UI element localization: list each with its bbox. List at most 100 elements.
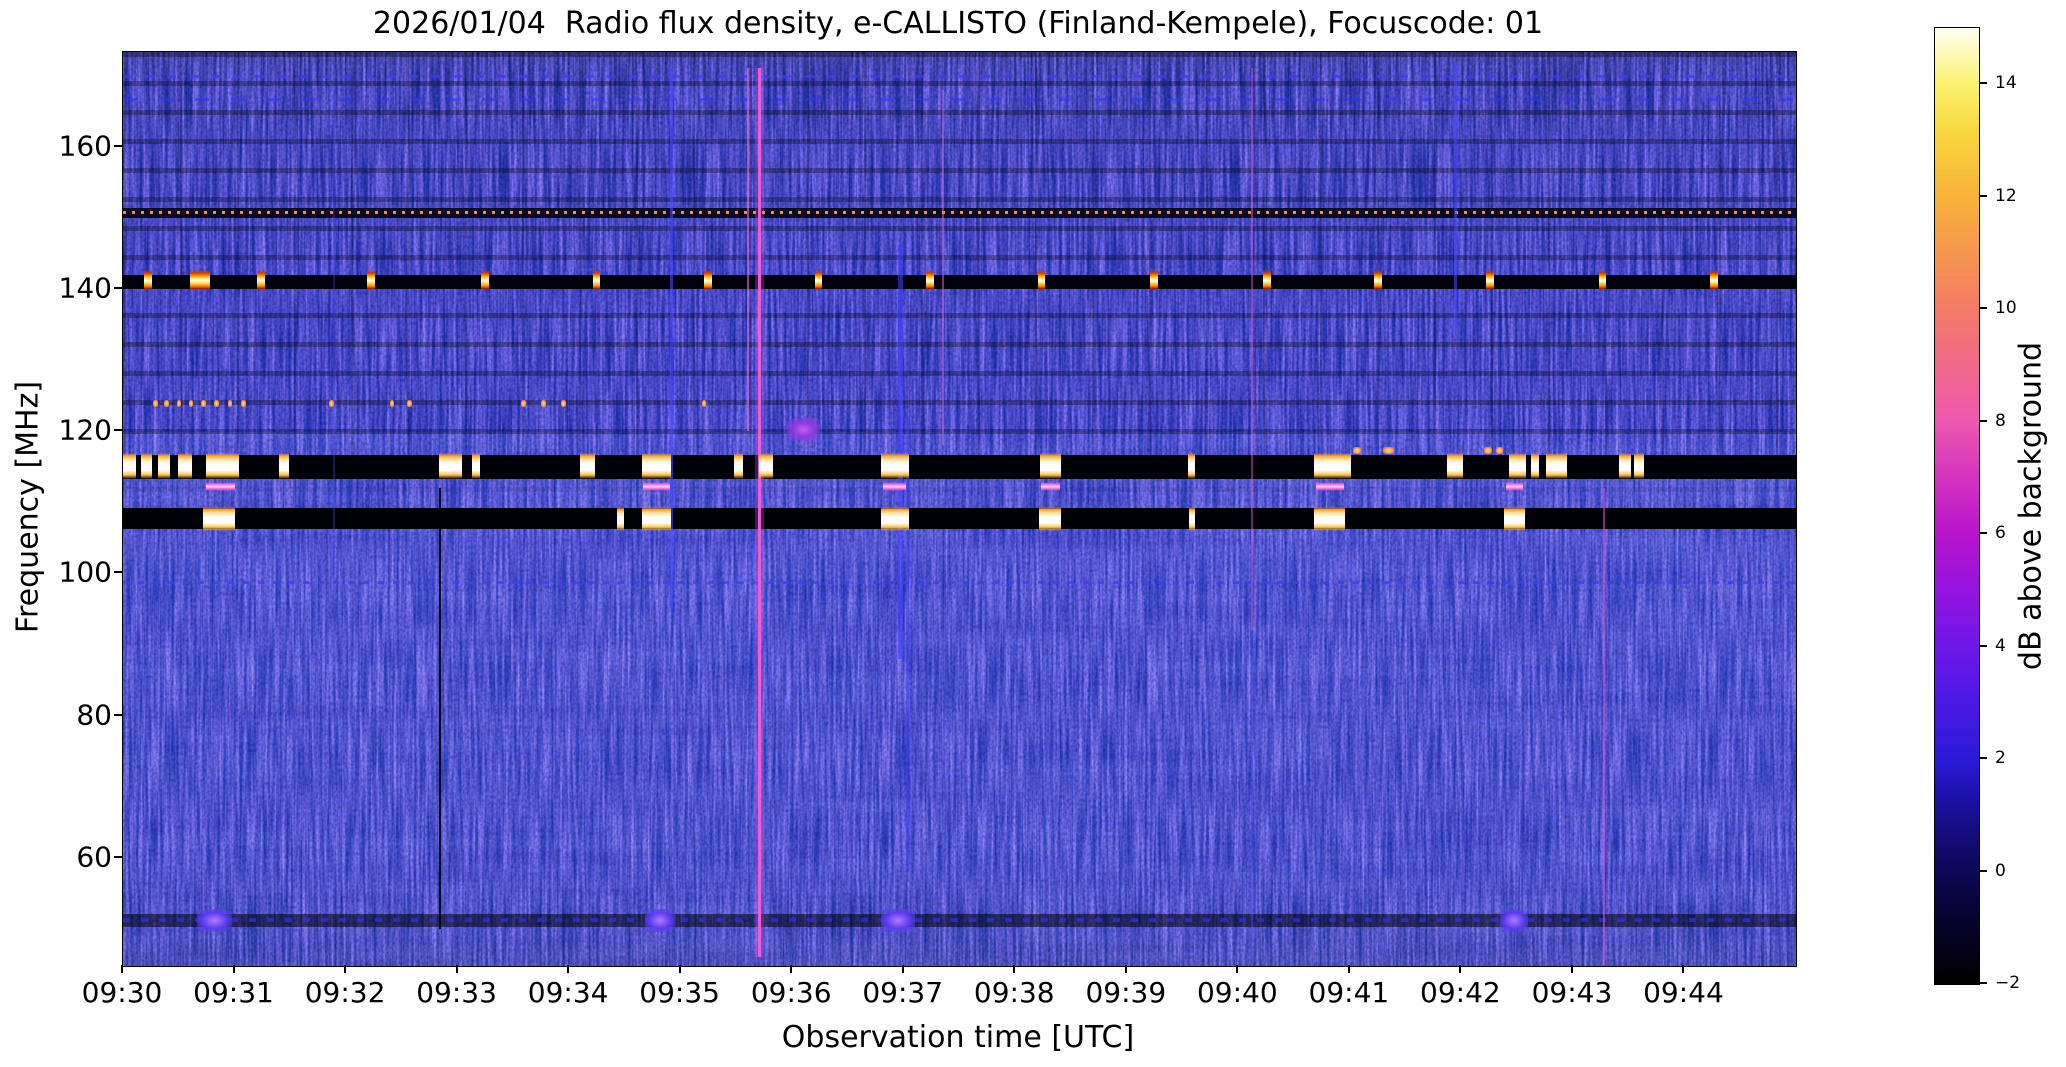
x-tick-mark — [567, 965, 570, 973]
bursts-115mhz — [1634, 453, 1645, 480]
colorbar-tick-label: 10 — [1995, 298, 2017, 319]
x-tick-label: 09:37 — [862, 976, 944, 1009]
colorbar-tick-mark — [1980, 307, 1987, 310]
x-tick-mark — [1236, 965, 1239, 973]
beacon-141mhz — [1037, 270, 1046, 291]
x-tick-label: 09:32 — [304, 976, 386, 1009]
bursts-115mhz — [580, 453, 595, 480]
dots-124mhz — [214, 399, 219, 407]
dots-124mhz — [241, 399, 246, 407]
colorbar-tick-label: 12 — [1995, 185, 2017, 206]
bursts-108mhz — [203, 507, 235, 531]
dots-117mhz — [1483, 447, 1492, 454]
bursts-108mhz — [1189, 507, 1195, 531]
dots-124mhz — [201, 399, 206, 407]
dots-124mhz — [227, 399, 233, 407]
blobs-51mhz — [644, 909, 676, 932]
dropout-line-0932 — [438, 488, 441, 929]
streak-0931 — [332, 89, 335, 574]
bursts-115mhz — [1314, 453, 1351, 480]
burst-streak-0935b — [746, 68, 749, 432]
bursts-115mhz — [1188, 453, 1195, 480]
dash-row-51mhz — [123, 918, 1796, 923]
y-tick-label: 160 — [58, 129, 112, 163]
chart-title: 2026/01/04 Radio flux density, e-CALLIST… — [372, 6, 1544, 41]
beacon-141mhz — [1374, 270, 1383, 291]
colorbar-tick-mark — [1980, 532, 1987, 535]
streak-0940b — [1250, 630, 1253, 965]
x-tick-label: 09:38 — [973, 976, 1055, 1009]
y-tick-label: 100 — [58, 555, 112, 589]
colorbar-tick-mark — [1980, 982, 1987, 984]
bursts-115mhz — [1546, 453, 1568, 480]
bursts-108mhz — [617, 507, 624, 531]
x-tick-mark — [790, 965, 793, 973]
dash-row-166mhz — [123, 98, 1796, 102]
beacon-141mhz — [1150, 270, 1159, 291]
beacon-141mhz — [814, 270, 823, 291]
x-tick-mark — [678, 965, 681, 973]
dots-117mhz — [1495, 447, 1503, 454]
beacon-141mhz — [1598, 270, 1607, 291]
beacon-141mhz — [1710, 270, 1718, 291]
x-tick-label: 09:35 — [639, 976, 721, 1009]
streak-0937b — [941, 89, 944, 446]
x-tick-label: 09:43 — [1531, 976, 1613, 1009]
bursts-115mhz — [177, 453, 193, 480]
beacon-141mhz — [481, 270, 489, 291]
streak-0943 — [1603, 488, 1606, 965]
colorbar-tick-label: 0 — [1995, 860, 2006, 881]
x-tick-label: 09:36 — [750, 976, 832, 1009]
colorbar-tick-mark — [1980, 82, 1987, 85]
bursts-108mhz — [641, 507, 671, 531]
bursts-115mhz — [758, 453, 774, 480]
bursts-115mhz — [1618, 453, 1631, 480]
x-tick-label: 09:34 — [527, 976, 609, 1009]
bursts-115mhz — [734, 453, 744, 480]
beacon-141mhz — [1485, 270, 1494, 291]
blobs-51mhz — [1500, 909, 1529, 932]
bursts-115mhz — [205, 453, 239, 480]
rfi-band-115mhz — [123, 454, 1796, 479]
y-tick-mark — [114, 713, 122, 716]
dots-124mhz — [541, 399, 546, 407]
y-tick-label: 80 — [76, 698, 112, 732]
blobs-51mhz — [881, 909, 915, 932]
dots-124mhz — [407, 399, 412, 407]
colorbar-tick-label: 6 — [1995, 523, 2006, 544]
dash-row-170mhz — [123, 74, 1796, 78]
colorbar-tick-mark — [1980, 194, 1987, 197]
bursts-112mhz — [882, 481, 906, 491]
x-tick-mark — [455, 965, 458, 973]
beacon-141mhz — [592, 270, 601, 291]
x-tick-mark — [1124, 965, 1127, 973]
dots-117mhz — [1353, 447, 1361, 454]
bursts-112mhz — [642, 481, 670, 491]
bursts-115mhz — [472, 453, 480, 480]
y-tick-mark — [114, 571, 122, 574]
beacon-141mhz — [256, 270, 265, 291]
bursts-115mhz — [1509, 453, 1527, 480]
bursts-108mhz — [881, 507, 910, 531]
x-tick-mark — [1682, 965, 1685, 973]
x-tick-label: 09:39 — [1085, 976, 1167, 1009]
streak-0936 — [897, 246, 903, 659]
rfi-band-108mhz — [123, 507, 1796, 530]
dash-row-99mhz — [123, 581, 1796, 585]
colorbar-tick-mark — [1980, 757, 1987, 760]
colorbar-tick-label: −2 — [1995, 973, 2021, 993]
bursts-115mhz — [1530, 453, 1540, 480]
x-tick-label: 09:31 — [193, 976, 274, 1009]
x-tick-mark — [121, 965, 123, 973]
colorbar-gradient — [1934, 27, 1980, 985]
x-tick-mark — [1013, 965, 1016, 973]
dots-124mhz — [329, 399, 334, 407]
dots-124mhz — [701, 399, 707, 407]
bursts-115mhz — [438, 453, 463, 480]
bursts-115mhz — [157, 453, 170, 480]
y-tick-mark — [114, 286, 122, 289]
y-tick-label: 140 — [58, 271, 112, 305]
streak-0937 — [905, 416, 909, 873]
colorbar-tick-mark — [1980, 869, 1987, 872]
x-tick-mark — [1347, 965, 1350, 973]
